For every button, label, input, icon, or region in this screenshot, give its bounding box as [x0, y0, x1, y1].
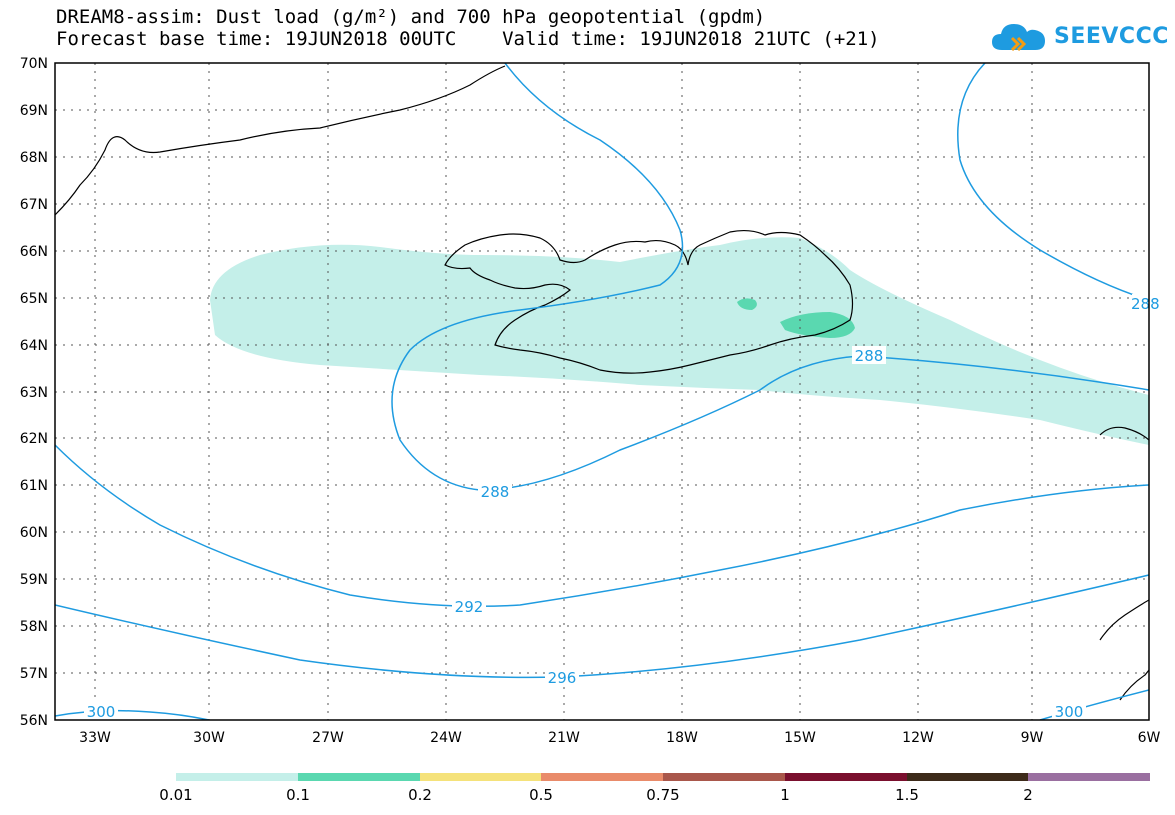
legend-label: 1	[780, 786, 790, 804]
greenland-coast	[55, 65, 506, 216]
lon-label: 9W	[1021, 730, 1044, 746]
scotland-coast	[1099, 599, 1149, 701]
legend-swatch	[663, 773, 785, 781]
graticule	[55, 63, 1149, 720]
contour-300-east	[1039, 689, 1149, 720]
contour-292	[55, 444, 1149, 607]
lon-label: 15W	[784, 730, 816, 746]
legend-label: 2	[1023, 786, 1033, 804]
lon-label: 6W	[1138, 730, 1161, 746]
dust-spot-medium	[737, 298, 757, 310]
lat-label: 61N	[20, 478, 48, 494]
lat-label: 63N	[20, 385, 48, 401]
plot-frame	[54, 62, 1150, 721]
lat-label: 60N	[20, 525, 48, 541]
legend-label: 0.5	[529, 786, 553, 804]
legend-swatch	[907, 773, 1028, 781]
legend-label: 0.01	[159, 786, 192, 804]
dust-area-medium	[780, 312, 855, 338]
contour-288-east	[957, 63, 1149, 301]
contour-300-west	[55, 709, 210, 720]
lon-label: 12W	[902, 730, 934, 746]
legend-label: 0.75	[646, 786, 679, 804]
contour-label: 292	[455, 598, 484, 616]
contour-label: 300	[1055, 703, 1084, 721]
coastlines	[55, 65, 1149, 701]
lat-label: 66N	[20, 244, 48, 260]
lon-label: 30W	[193, 730, 225, 746]
lon-label: 18W	[666, 730, 698, 746]
seevccc-logo: SEEVCCC	[990, 18, 1169, 54]
contour-labels: 288 288 288 292 296 300 300	[84, 294, 1160, 721]
faroe-coast	[1099, 426, 1149, 441]
lon-label: 24W	[430, 730, 462, 746]
lon-label: 21W	[548, 730, 580, 746]
contour-288-west	[391, 63, 1149, 491]
lat-label: 69N	[20, 103, 48, 119]
lon-label: 33W	[79, 730, 111, 746]
title-line-2: Forecast base time: 19JUN2018 00UTC Vali…	[56, 28, 880, 50]
legend-swatch	[1028, 773, 1150, 781]
contour-label: 288	[855, 347, 884, 365]
dust-area-light	[210, 237, 1149, 445]
longitude-labels: 33W 30W 27W 24W 21W 18W 15W 12W 9W 6W	[79, 730, 1160, 746]
lat-label: 68N	[20, 150, 48, 166]
map-title: DREAM8-assim: Dust load (g/m²) and 700 h…	[56, 6, 880, 50]
contour-label: 296	[548, 669, 577, 687]
legend-swatch	[541, 773, 663, 781]
contour-label: 288	[481, 483, 510, 501]
lat-label: 56N	[20, 713, 48, 729]
latitude-labels: 70N 69N 68N 67N 66N 65N 64N 63N 62N 61N …	[20, 56, 48, 729]
lat-label: 59N	[20, 572, 48, 588]
cloud-icon	[992, 24, 1045, 52]
lat-label: 70N	[20, 56, 48, 72]
lon-label: 27W	[312, 730, 344, 746]
lat-label: 62N	[20, 431, 48, 447]
legend-colorbar: 0.01 0.1 0.2 0.5 0.75 1 1.5 2	[159, 773, 1150, 804]
contour-label: 288	[1131, 295, 1160, 313]
legend-swatch	[785, 773, 907, 781]
iceland-coast	[444, 229, 854, 374]
lat-label: 58N	[20, 619, 48, 635]
lat-label: 65N	[20, 291, 48, 307]
lat-label: 64N	[20, 338, 48, 354]
lat-label: 57N	[20, 666, 48, 682]
title-line-1: DREAM8-assim: Dust load (g/m²) and 700 h…	[56, 6, 766, 28]
logo-text: SEEVCCC	[1054, 23, 1169, 49]
legend-swatch	[420, 773, 541, 781]
legend-label: 0.2	[408, 786, 432, 804]
legend-swatch	[298, 773, 420, 781]
contour-label: 300	[87, 703, 116, 721]
dust-load-layer	[210, 237, 1149, 445]
legend-label: 0.1	[286, 786, 310, 804]
legend-swatch	[176, 773, 298, 781]
lat-label: 67N	[20, 197, 48, 213]
legend-label: 1.5	[895, 786, 919, 804]
